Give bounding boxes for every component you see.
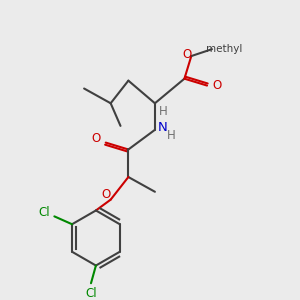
Text: O: O — [91, 132, 101, 145]
Text: H: H — [167, 129, 176, 142]
Text: N: N — [158, 122, 168, 134]
Text: H: H — [158, 105, 167, 118]
Text: O: O — [101, 188, 110, 201]
Text: O: O — [183, 48, 192, 61]
Text: Cl: Cl — [39, 206, 50, 219]
Text: methyl: methyl — [206, 44, 242, 54]
Text: Cl: Cl — [85, 286, 97, 300]
Text: O: O — [212, 79, 221, 92]
